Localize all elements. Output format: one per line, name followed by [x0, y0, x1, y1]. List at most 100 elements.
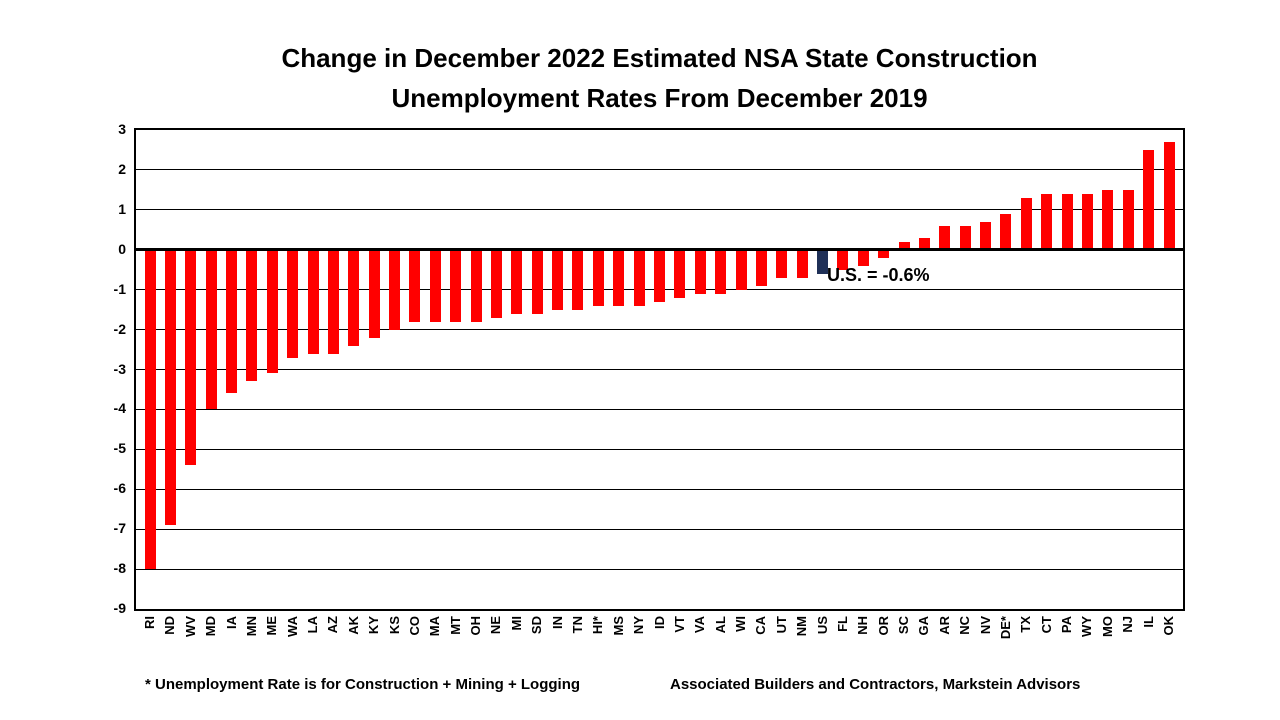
- bar-TX: [1020, 197, 1032, 249]
- x-axis-label-KS: KS: [386, 616, 402, 635]
- bar-NV: [980, 221, 992, 249]
- bar-AK: [348, 251, 360, 346]
- x-axis-label-MD: MD: [203, 616, 219, 637]
- y-axis-label-1: 1: [118, 200, 126, 217]
- x-axis-label-DE*: DE*: [997, 616, 1013, 640]
- x-axis-label-PA: PA: [1059, 616, 1075, 634]
- bar-MA: [429, 251, 441, 322]
- x-axis-label-MN: MN: [243, 616, 259, 637]
- x-axis-label-NY: NY: [631, 616, 647, 635]
- x-axis-label-MI: MI: [508, 616, 524, 631]
- bar-OR: [878, 251, 890, 258]
- bar-MS: [613, 251, 625, 306]
- bar-MN: [246, 251, 258, 382]
- gridline-y1: [136, 209, 1183, 211]
- x-axis-label-OH: OH: [468, 616, 484, 636]
- y-axis-label--8: -8: [113, 560, 126, 577]
- x-axis-label-SD: SD: [529, 616, 545, 635]
- x-axis-label-ID: ID: [651, 616, 667, 629]
- x-axis-label-IN: IN: [549, 616, 565, 629]
- chart-title-line1: Change in December 2022 Estimated NSA St…: [281, 43, 1038, 73]
- bar-RI: [144, 251, 156, 570]
- x-axis-label-ME: ME: [264, 616, 280, 636]
- bar-FL: [837, 251, 849, 270]
- x-axis-label-UT: UT: [773, 616, 789, 634]
- y-axis-label--5: -5: [113, 440, 126, 457]
- x-axis-label-CO: CO: [406, 616, 422, 636]
- zero-axis-line: [136, 248, 1183, 252]
- gridline-y-5: [136, 448, 1183, 450]
- y-axis-label-3: 3: [118, 121, 126, 137]
- bar-NJ: [1122, 189, 1134, 249]
- x-axis-label-WY: WY: [1079, 616, 1095, 637]
- bar-IL: [1143, 149, 1155, 249]
- bar-AZ: [327, 251, 339, 354]
- chart-title: Change in December 2022 Estimated NSA St…: [134, 38, 1185, 118]
- bar-IA: [226, 251, 238, 394]
- x-axis-label-NV: NV: [977, 616, 993, 635]
- gridline-y2: [136, 169, 1183, 171]
- gridline-y-3: [136, 369, 1183, 370]
- y-axis-label-2: 2: [118, 160, 126, 177]
- x-axis-label-TX: TX: [1018, 616, 1034, 633]
- x-axis-label-HI*: HI*: [590, 616, 606, 635]
- x-axis-label-AZ: AZ: [325, 616, 341, 634]
- bar-WV: [185, 251, 197, 466]
- x-axis-label-WI: WI: [733, 616, 749, 632]
- gridline-y-6: [136, 488, 1183, 490]
- bar-NH: [857, 251, 869, 266]
- y-axis-label-0: 0: [118, 240, 126, 257]
- bar-WA: [287, 251, 299, 358]
- bar-SC: [898, 241, 910, 249]
- x-axis-label-MS: MS: [610, 616, 626, 636]
- bar-US: [817, 251, 829, 274]
- gridline-y-4: [136, 408, 1183, 410]
- y-axis-label--6: -6: [113, 480, 126, 497]
- y-axis-label--3: -3: [113, 360, 126, 377]
- x-axis-label-SC: SC: [896, 616, 912, 635]
- bar-AL: [715, 251, 727, 294]
- bar-CT: [1041, 193, 1053, 249]
- footnote-asterisk: * Unemployment Rate is for Construction …: [145, 676, 581, 693]
- y-axis-label--4: -4: [113, 400, 126, 417]
- bar-HI*: [592, 251, 604, 306]
- x-axis-label-LA: LA: [305, 616, 321, 634]
- x-axis-label-AR: AR: [936, 616, 952, 635]
- bar-WI: [735, 251, 747, 290]
- x-axis-label-MA: MA: [427, 616, 443, 637]
- bar-ID: [654, 251, 665, 302]
- bar-SD: [531, 251, 543, 314]
- x-axis-label-AK: AK: [345, 616, 361, 635]
- bar-VA: [694, 251, 706, 294]
- us-value-annotation: U.S. = -0.6%: [827, 265, 930, 285]
- x-axis-label-MT: MT: [447, 616, 463, 635]
- bar-IN: [552, 251, 564, 310]
- bar-NM: [796, 251, 808, 278]
- x-axis-label-OR: OR: [875, 616, 891, 636]
- bar-NC: [959, 225, 971, 249]
- bar-VT: [674, 251, 686, 298]
- x-axis-label-VA: VA: [692, 616, 708, 634]
- x-axis-label-NJ: NJ: [1120, 616, 1136, 633]
- x-axis-label-NM: NM: [794, 616, 810, 637]
- bar-TN: [572, 251, 584, 310]
- source-credit: Associated Builders and Contractors, Mar…: [670, 676, 1081, 693]
- x-axis-label-WV: WV: [182, 616, 198, 637]
- x-axis-label-IA: IA: [223, 616, 239, 629]
- x-axis-label-VT: VT: [671, 616, 687, 633]
- x-axis-label-AL: AL: [712, 616, 728, 634]
- x-axis-label-CT: CT: [1038, 616, 1054, 634]
- gridline-y-8: [136, 568, 1183, 570]
- x-axis-label-IL: IL: [1140, 616, 1156, 628]
- x-axis-label-FL: FL: [834, 616, 850, 632]
- x-axis-label-NC: NC: [957, 616, 973, 635]
- x-axis-label-MO: MO: [1099, 616, 1115, 637]
- gridline-y-2: [136, 329, 1183, 331]
- bar-OH: [470, 251, 482, 322]
- bar-AR: [939, 225, 951, 249]
- bar-LA: [307, 251, 319, 354]
- x-axis-label-GA: GA: [916, 616, 932, 636]
- x-axis-label-RI: RI: [142, 616, 157, 629]
- x-axis-label-ND: ND: [162, 616, 178, 635]
- bar-WY: [1081, 193, 1093, 249]
